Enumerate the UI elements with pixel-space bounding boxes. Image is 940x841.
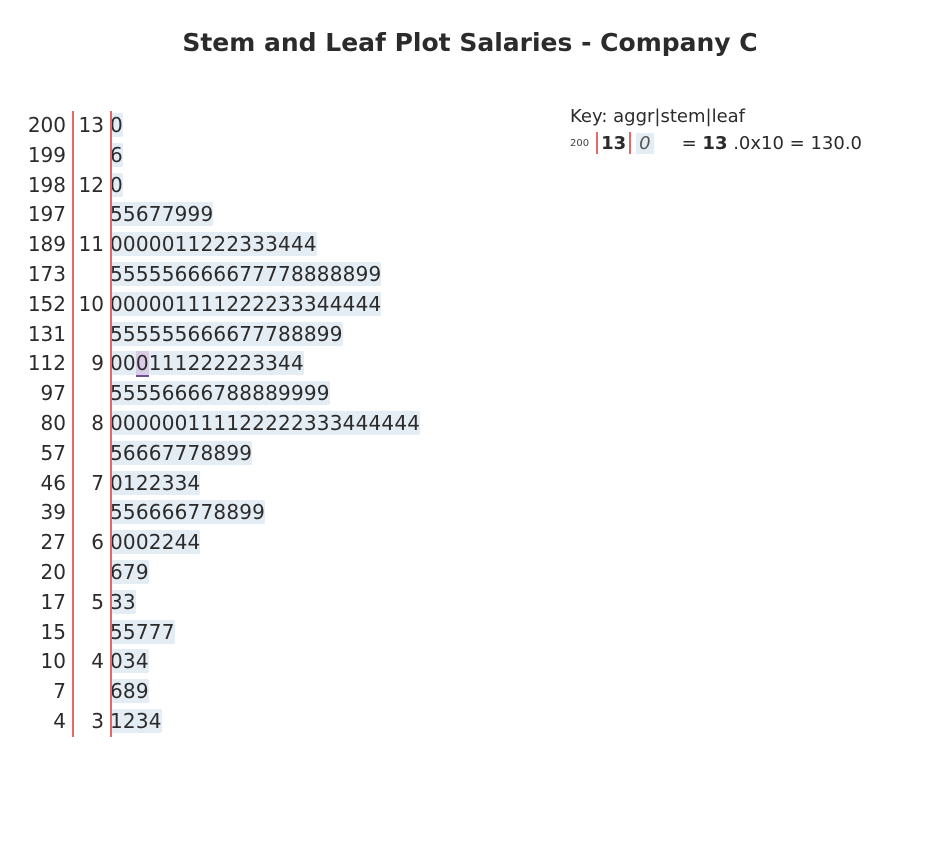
- stemleaf-row: 97 55556666788889999: [24, 379, 940, 409]
- leaf-values: 556666778899: [106, 498, 265, 528]
- aggr-value: 131: [24, 320, 70, 350]
- aggr-value: 4: [24, 707, 70, 737]
- stemleaf-row: 1996: [24, 141, 940, 171]
- stemleaf-row: 173 555556666677778888899: [24, 260, 940, 290]
- leaf-values: 0122334: [106, 469, 200, 499]
- aggr-value: 27: [24, 528, 70, 558]
- column-separator-1: [72, 111, 74, 737]
- stem-value: 8: [70, 409, 106, 439]
- stemleaf-row: 189110000011222333444: [24, 230, 940, 260]
- stemleaf-row: 7 689: [24, 677, 940, 707]
- column-separator-2: [110, 111, 112, 737]
- stem-value: 9: [70, 349, 106, 379]
- leaf-values: 689: [106, 677, 149, 707]
- aggr-value: 112: [24, 349, 70, 379]
- stemleaf-row: 57 56667778899: [24, 439, 940, 469]
- stemleaf-row: 2760002244: [24, 528, 940, 558]
- chart-title: Stem and Leaf Plot Salaries - Company C: [0, 0, 940, 67]
- stemleaf-row: 15210000001111222233344444: [24, 290, 940, 320]
- stemleaf-row: 131 555555666677788899: [24, 320, 940, 350]
- leaf-values: 6: [106, 141, 123, 171]
- stemleaf-row: 1129000111222223344: [24, 349, 940, 379]
- aggr-value: 197: [24, 200, 70, 230]
- stemleaf-row: 197 55677999: [24, 200, 940, 230]
- leaf-values: 000001111222233344444: [106, 290, 381, 320]
- leaf-values: 55777: [106, 618, 175, 648]
- leaf-values: 000111222223344: [106, 349, 304, 379]
- aggr-value: 198: [24, 171, 70, 201]
- stemleaf-row: 4670122334: [24, 469, 940, 499]
- stem-value: 4: [70, 647, 106, 677]
- aggr-value: 17: [24, 588, 70, 618]
- aggr-value: 199: [24, 141, 70, 171]
- stemleaf-row: 15 55777: [24, 618, 940, 648]
- leaf-values: 1234: [106, 707, 162, 737]
- leaf-values: 55556666788889999: [106, 379, 330, 409]
- leaf-values: 0000011222333444: [106, 230, 317, 260]
- aggr-value: 80: [24, 409, 70, 439]
- leaf-values: 0002244: [106, 528, 200, 558]
- leaf-values: 0: [106, 111, 123, 141]
- aggr-value: 15: [24, 618, 70, 648]
- stem-leaf-plot: 2001301996198120197556779991891100000112…: [24, 111, 940, 737]
- stem-value: 10: [70, 290, 106, 320]
- stemleaf-row: 200130: [24, 111, 940, 141]
- aggr-value: 57: [24, 439, 70, 469]
- aggr-value: 7: [24, 677, 70, 707]
- stemleaf-row: 431234: [24, 707, 940, 737]
- aggr-value: 152: [24, 290, 70, 320]
- stemleaf-row: 39 556666778899: [24, 498, 940, 528]
- leaf-values: 555556666677778888899: [106, 260, 381, 290]
- stem-value: 11: [70, 230, 106, 260]
- leaf-values: 0: [106, 171, 123, 201]
- stem-value: 3: [70, 707, 106, 737]
- stem-value: 5: [70, 588, 106, 618]
- leaf-values: 555555666677788899: [106, 320, 343, 350]
- leaf-values: 034: [106, 647, 149, 677]
- aggr-value: 189: [24, 230, 70, 260]
- leaf-values: 000000111122222333444444: [106, 409, 420, 439]
- stemleaf-row: 17533: [24, 588, 940, 618]
- leaf-values: 679: [106, 558, 149, 588]
- stemleaf-row: 20 679: [24, 558, 940, 588]
- aggr-value: 10: [24, 647, 70, 677]
- stemleaf-row: 808000000111122222333444444: [24, 409, 940, 439]
- stem-value: 13: [70, 111, 106, 141]
- stem-value: 6: [70, 528, 106, 558]
- median-leaf: 0: [136, 351, 149, 377]
- stemleaf-row: 198120: [24, 171, 940, 201]
- aggr-value: 20: [24, 558, 70, 588]
- stem-value: 12: [70, 171, 106, 201]
- aggr-value: 97: [24, 379, 70, 409]
- stemleaf-row: 104034: [24, 647, 940, 677]
- aggr-value: 200: [24, 111, 70, 141]
- leaf-values: 56667778899: [106, 439, 252, 469]
- aggr-value: 46: [24, 469, 70, 499]
- aggr-value: 173: [24, 260, 70, 290]
- leaf-values: 55677999: [106, 200, 213, 230]
- stem-value: 7: [70, 469, 106, 499]
- aggr-value: 39: [24, 498, 70, 528]
